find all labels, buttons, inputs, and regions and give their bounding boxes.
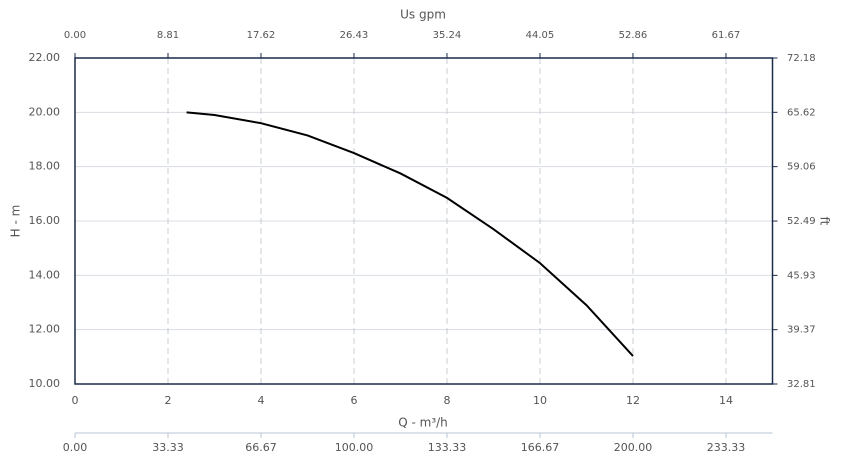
- y2-tick-label: 32.81: [787, 379, 816, 390]
- x-tick-label: 2: [165, 394, 172, 407]
- y2-tick-label: 59.06: [787, 162, 816, 173]
- y2-axis-title: ft: [818, 217, 832, 226]
- x3-tick-label: 66.67: [245, 441, 277, 454]
- y-tick-label: 16.00: [29, 214, 61, 227]
- y2-tick-label: 45.93: [787, 270, 816, 281]
- x3-tick-label: 100.00: [335, 441, 374, 454]
- x2-axis-title: Us gpm: [400, 8, 446, 22]
- x3-tick-label: 0.00: [63, 441, 88, 454]
- y-tick-label: 14.00: [29, 268, 61, 281]
- x2-tick-label: 8.81: [157, 30, 179, 41]
- y2-tick-label: 39.37: [787, 325, 816, 336]
- y-tick-label: 18.00: [29, 160, 61, 173]
- y2-tick-label: 72.18: [787, 53, 816, 64]
- x3-tick-label: 166.67: [521, 441, 560, 454]
- pump-curve: [186, 111, 634, 357]
- x2-tick-label: 0.00: [64, 30, 86, 41]
- x2-tick-label: 26.43: [340, 30, 369, 41]
- x2-tick-label: 35.24: [433, 30, 462, 41]
- x-tick-label: 6: [351, 394, 358, 407]
- x-axis-title: Q - m³/h: [398, 416, 448, 430]
- y-tick-label: 12.00: [29, 323, 61, 336]
- x3-tick-label: 33.33: [152, 441, 184, 454]
- x-tick-label: 14: [719, 394, 733, 407]
- x2-tick-label: 44.05: [526, 30, 555, 41]
- x2-tick-label: 52.86: [619, 30, 648, 41]
- x-tick-label: 8: [444, 394, 451, 407]
- x2-tick-label: 61.67: [712, 30, 741, 41]
- y-tick-label: 22.00: [29, 51, 61, 64]
- x2-tick-label: 17.62: [247, 30, 276, 41]
- x-tick-label: 12: [626, 394, 640, 407]
- x-tick-label: 10: [533, 394, 547, 407]
- y-tick-label: 10.00: [29, 377, 61, 390]
- x-tick-label: 4: [258, 394, 265, 407]
- x-tick-label: 0: [72, 394, 79, 407]
- y2-tick-label: 65.62: [787, 107, 816, 118]
- x3-tick-label: 233.33: [707, 441, 746, 454]
- x3-tick-label: 200.00: [614, 441, 653, 454]
- y2-tick-label: 52.49: [787, 216, 816, 227]
- x3-tick-label: 133.33: [428, 441, 467, 454]
- plot-border: [74, 57, 774, 385]
- y-tick-label: 20.00: [29, 105, 61, 118]
- y-axis-title: H - m: [9, 205, 23, 238]
